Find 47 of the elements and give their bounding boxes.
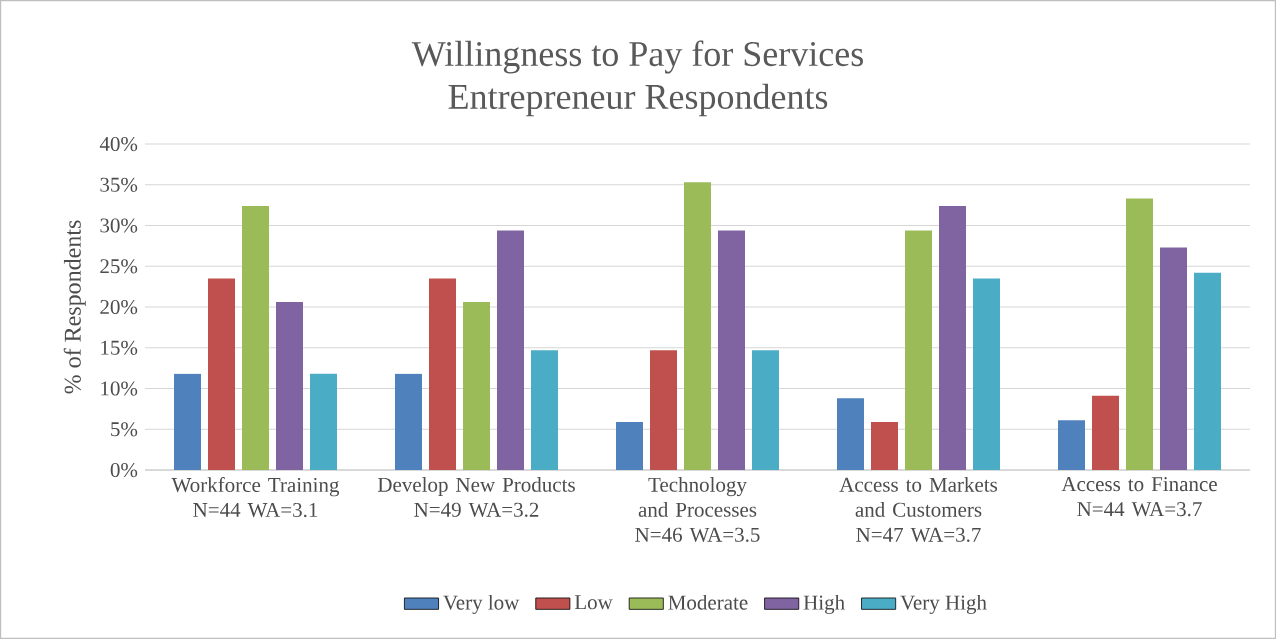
y-tick-label: 5% [111, 422, 138, 437]
bar [837, 398, 864, 470]
bar [531, 350, 558, 470]
y-tick-label: 25% [100, 259, 138, 274]
y-tick-label: 10% [101, 381, 138, 396]
legend-label: Very High [900, 594, 987, 614]
x-tick-label: Access to Finance N=44 WA=3.7 [1061, 477, 1217, 517]
legend-label: Moderate [668, 594, 748, 610]
y-tick-label: 40% [99, 136, 138, 152]
bar [871, 421, 898, 470]
bar [905, 230, 932, 470]
y-tick-label: 20% [100, 299, 138, 315]
bar [429, 278, 456, 470]
bar [1194, 272, 1221, 470]
legend-label: High [803, 594, 845, 614]
bar [1092, 395, 1119, 470]
bar [718, 230, 745, 470]
bar [973, 278, 1000, 470]
bar [1160, 247, 1187, 470]
x-tick-label: Technology and Processes N=46 WA=3.5 [635, 477, 760, 542]
y-axis-title: % of Respondents [63, 220, 86, 394]
bar [174, 373, 201, 470]
bar [242, 205, 269, 470]
bar [395, 373, 422, 470]
bar [1058, 420, 1085, 470]
x-tick-label: Develop New Products N=49 WA=3.2 [377, 477, 575, 517]
y-tick-label: 35% [100, 177, 138, 192]
y-tick-label: 30% [100, 218, 138, 233]
bar [310, 373, 337, 470]
bar [497, 230, 524, 470]
bar [939, 205, 966, 470]
chart-title: Willingness to Pay for Services [411, 40, 863, 74]
bar [650, 350, 677, 470]
chart-subtitle: Entrepreneur Respondents [448, 83, 828, 117]
bar [616, 421, 643, 470]
bar [463, 302, 490, 470]
x-tick-label: Workforce Training N=44 WA=3.1 [171, 477, 340, 518]
legend-label: Very low [443, 594, 520, 614]
bar [276, 302, 303, 470]
bar [684, 182, 711, 470]
bar [1126, 198, 1153, 470]
y-tick-label: 15% [101, 340, 138, 355]
bar [752, 350, 779, 470]
x-tick-label: Access to Markets and Customers N=47 WA=3.7 [839, 477, 998, 542]
y-tick-label: 0% [110, 462, 138, 478]
legend-label: Low [574, 595, 613, 610]
bar [208, 278, 235, 470]
